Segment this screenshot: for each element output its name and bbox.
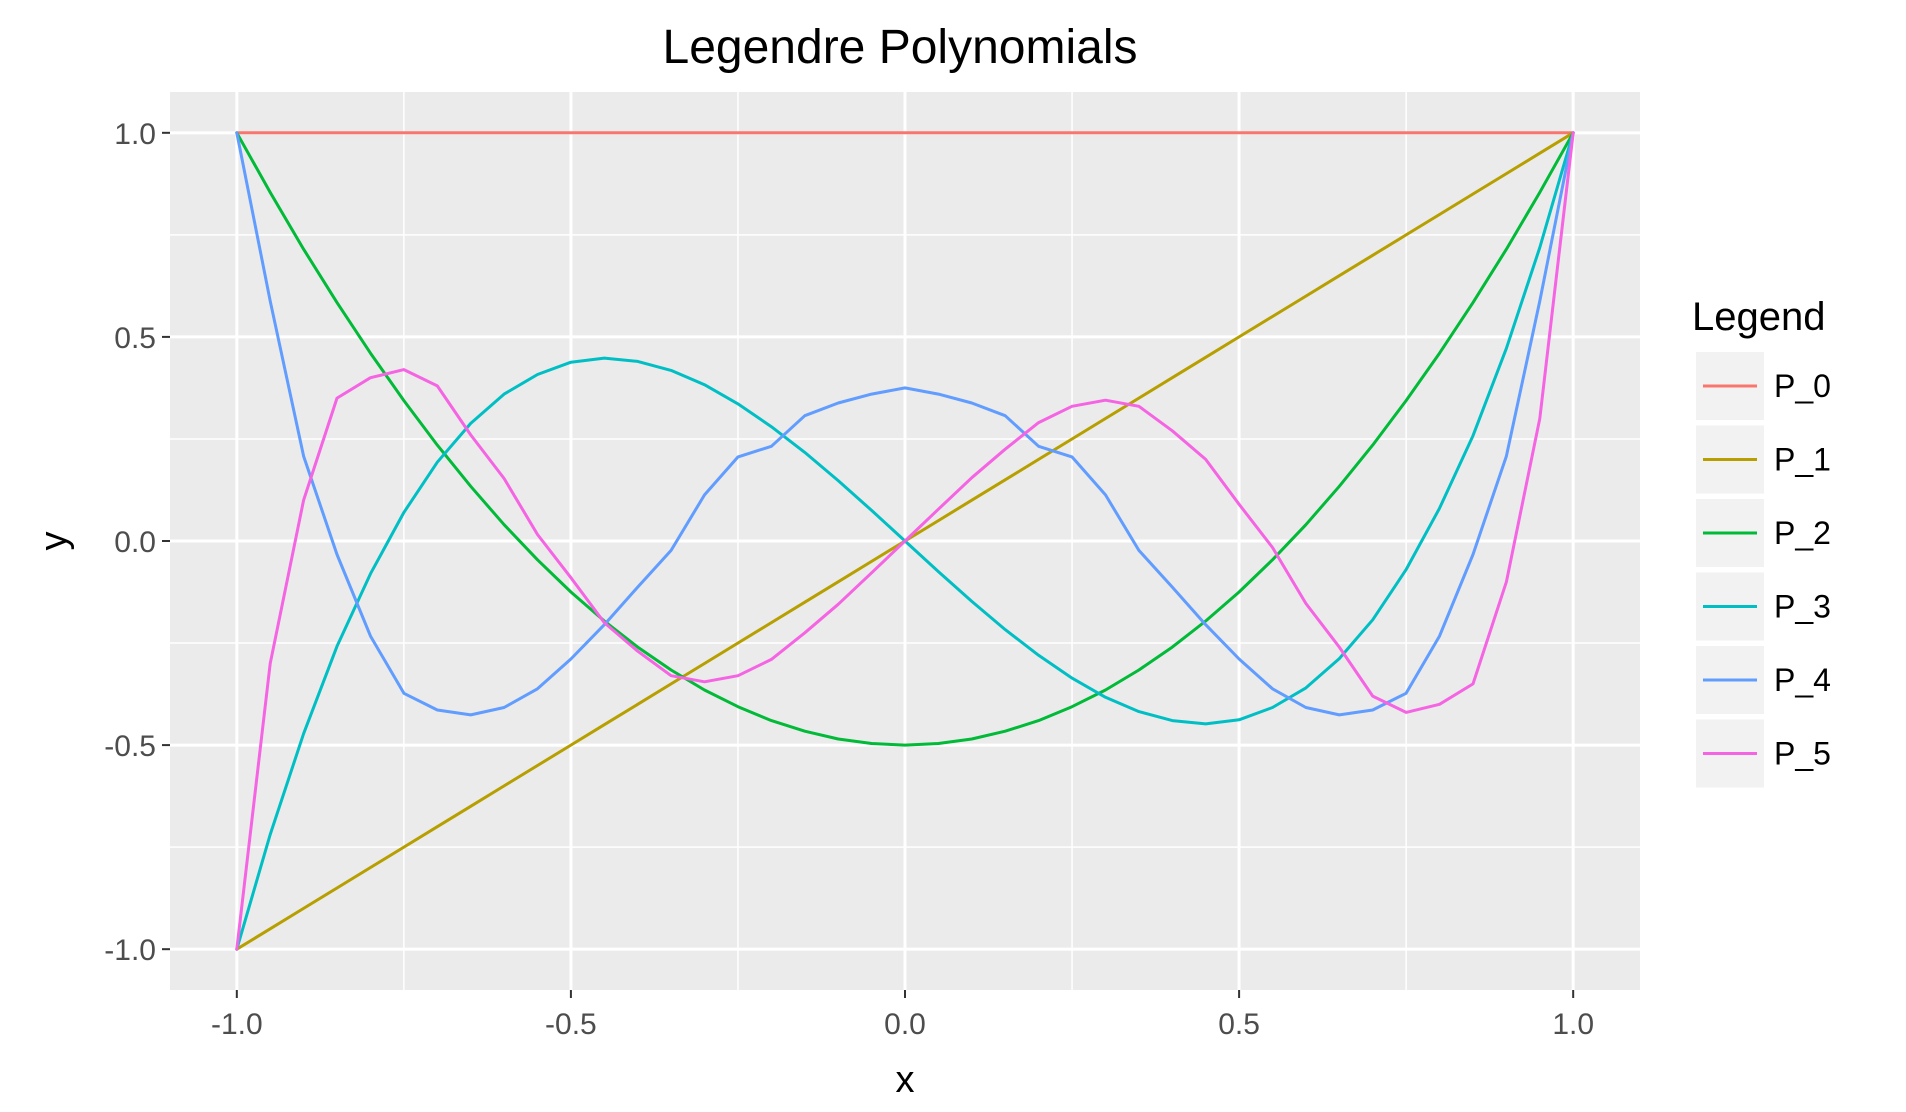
x-tick-label: 0.5 xyxy=(1218,1008,1260,1041)
y-axis-title: y xyxy=(33,532,75,551)
y-tick-label: 1.0 xyxy=(114,118,156,151)
series-line-p-5 xyxy=(235,131,1575,951)
legend: Legend P_0 P_1 P_2 P_3 P_4 P_5 xyxy=(1692,295,1831,788)
legend-title: Legend xyxy=(1692,295,1825,339)
x-tick-label: 0.0 xyxy=(884,1008,926,1041)
x-tick-label: 1.0 xyxy=(1552,1008,1594,1041)
y-tick-label: 0.5 xyxy=(114,322,156,355)
legend-label: P_4 xyxy=(1774,662,1831,698)
y-tick-label: -0.5 xyxy=(104,730,156,763)
legend-label: P_3 xyxy=(1774,589,1831,625)
x-tick-label: -0.5 xyxy=(545,1008,597,1041)
series-line-p-2 xyxy=(235,131,1575,747)
x-tick-label: -1.0 xyxy=(211,1008,263,1041)
y-tick-label: -1.0 xyxy=(104,934,156,967)
y-tick-label: 0.0 xyxy=(114,526,156,559)
legend-label: P_5 xyxy=(1774,736,1831,772)
y-axis-ticks: -1.0 -0.5 0.0 0.5 1.0 xyxy=(104,118,170,967)
series-layer xyxy=(235,131,1575,951)
x-axis-ticks: -1.0 -0.5 0.0 0.5 1.0 xyxy=(211,990,1594,1041)
chart-title: Legendre Polynomials xyxy=(663,21,1138,74)
legend-items: P_0 P_1 P_2 P_3 P_4 P_5 xyxy=(1696,352,1831,788)
x-axis-title: x xyxy=(896,1059,915,1101)
series-line-p-4 xyxy=(235,131,1575,717)
legend-label: P_2 xyxy=(1774,515,1831,551)
legend-label: P_0 xyxy=(1774,368,1831,404)
legend-label: P_1 xyxy=(1774,442,1831,478)
